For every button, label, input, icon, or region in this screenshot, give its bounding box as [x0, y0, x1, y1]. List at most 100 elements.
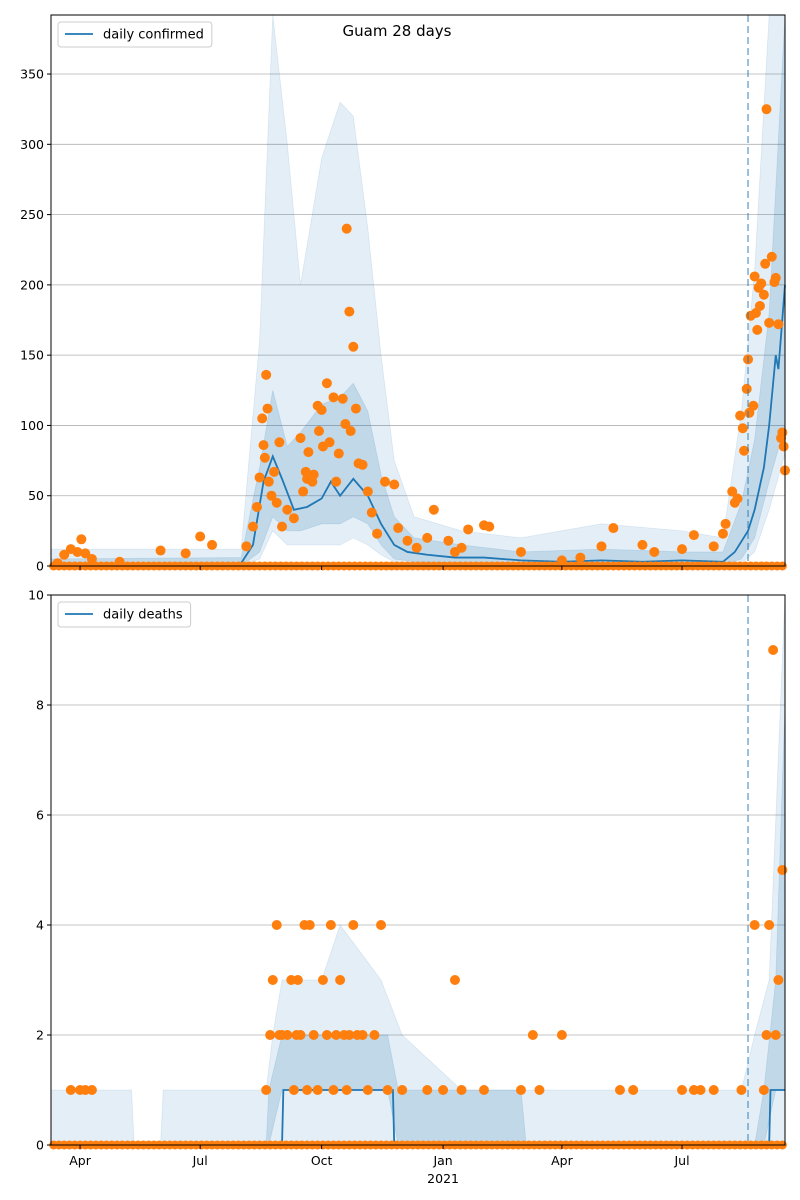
- observation-point: [344, 306, 355, 317]
- confirmed-grid: [51, 73, 785, 567]
- observation-point: [688, 530, 699, 541]
- observation-point: [257, 413, 268, 424]
- y-tick-label: 100: [20, 418, 44, 433]
- legend-label: daily confirmed: [103, 28, 204, 43]
- observation-point: [292, 975, 303, 985]
- observation-point: [758, 1085, 769, 1095]
- observation-point: [389, 479, 400, 490]
- observation-point: [348, 341, 359, 352]
- observation-point: [739, 445, 750, 456]
- deaths-series: [51, 1089, 785, 1146]
- legend-label: daily deaths: [103, 608, 183, 623]
- observation-point: [515, 1085, 526, 1095]
- observation-point: [282, 1030, 293, 1040]
- observation-point: [267, 975, 278, 985]
- y-tick-label: 10: [28, 588, 44, 603]
- observation-point: [251, 501, 262, 512]
- observation-point: [282, 504, 293, 515]
- observation-point: [727, 486, 738, 497]
- observation-point: [402, 535, 413, 546]
- observation-point: [258, 440, 269, 451]
- observation-point: [274, 437, 285, 448]
- observation-point: [298, 486, 309, 497]
- observation-point: [86, 1085, 97, 1095]
- observation-point: [261, 369, 272, 380]
- observation-point: [333, 448, 344, 459]
- observation-point: [369, 1030, 380, 1040]
- observation-point: [265, 1030, 276, 1040]
- observation-point: [76, 534, 87, 545]
- observation-point: [324, 437, 335, 448]
- observation-point: [575, 552, 586, 563]
- observation-point: [328, 1085, 339, 1095]
- observation-point: [758, 289, 769, 300]
- observation-point: [534, 1085, 545, 1095]
- observation-point: [195, 531, 206, 542]
- observation-point: [357, 459, 368, 470]
- observation-point: [372, 528, 383, 539]
- observation-point: [72, 546, 83, 557]
- observation-point: [271, 920, 282, 930]
- x-tick-label: Oct: [311, 1153, 333, 1168]
- observation-point: [752, 324, 763, 335]
- observation-point: [456, 1085, 467, 1095]
- observation-point: [677, 1085, 688, 1095]
- observation-point: [155, 545, 166, 556]
- observation-point: [761, 104, 772, 115]
- observation-point: [308, 469, 319, 480]
- observation-point: [357, 1030, 368, 1040]
- observation-point: [271, 497, 282, 508]
- observation-point: [614, 1085, 625, 1095]
- observation-point: [331, 1030, 342, 1040]
- observation-point: [247, 521, 258, 532]
- observation-point: [720, 518, 731, 529]
- observation-point: [717, 528, 728, 539]
- observation-point: [379, 476, 390, 487]
- observation-point: [608, 523, 619, 534]
- observation-point: [313, 426, 324, 437]
- confirmed-panel: 0 50 100 150 200 250 300 350 daily confirmed: [20, 14, 790, 574]
- observation-point: [422, 532, 433, 543]
- observation-point: [777, 427, 788, 438]
- observation-point: [736, 1085, 747, 1095]
- observation-point: [443, 535, 454, 546]
- observation-point: [344, 1030, 355, 1040]
- observation-point: [52, 558, 63, 569]
- observation-point: [328, 392, 339, 403]
- observation-point: [760, 258, 771, 269]
- observation-point: [768, 645, 779, 655]
- observation-point: [428, 504, 439, 515]
- observation-point: [732, 493, 743, 504]
- confirmed-axes-frame: [50, 14, 786, 567]
- observation-point: [637, 539, 648, 550]
- observation-point: [449, 975, 460, 985]
- observation-point: [207, 539, 218, 550]
- observation-point: [456, 542, 467, 553]
- observation-point: [337, 393, 348, 404]
- y-tick-label: 6: [36, 808, 44, 823]
- x-tick-label: Jul: [192, 1153, 208, 1168]
- observation-point: [527, 1030, 538, 1040]
- observation-point: [366, 507, 377, 518]
- legend-box: [57, 21, 213, 48]
- y-tick-label: 8: [36, 698, 44, 713]
- observation-point: [397, 1085, 408, 1095]
- observation-point: [86, 553, 97, 564]
- observation-point: [325, 920, 336, 930]
- observation-point: [766, 251, 777, 262]
- observation-point: [761, 1030, 772, 1040]
- observation-point: [304, 920, 315, 930]
- observation-point: [321, 1030, 332, 1040]
- observation-point: [777, 865, 788, 875]
- deaths-panel: 0 2 4 6 8 10 Apr Jul Oct Jan Apr Jul 2021 daily dea…: [28, 588, 788, 1186]
- observation-point: [422, 1085, 433, 1095]
- observation-point: [302, 1085, 313, 1095]
- observation-point: [677, 544, 688, 555]
- observation-point: [754, 300, 765, 311]
- observation-point: [708, 541, 719, 552]
- median-line: [51, 1089, 785, 1146]
- y-tick-label: 0: [36, 559, 44, 574]
- observation-point: [362, 1085, 373, 1095]
- observation-point: [303, 447, 314, 458]
